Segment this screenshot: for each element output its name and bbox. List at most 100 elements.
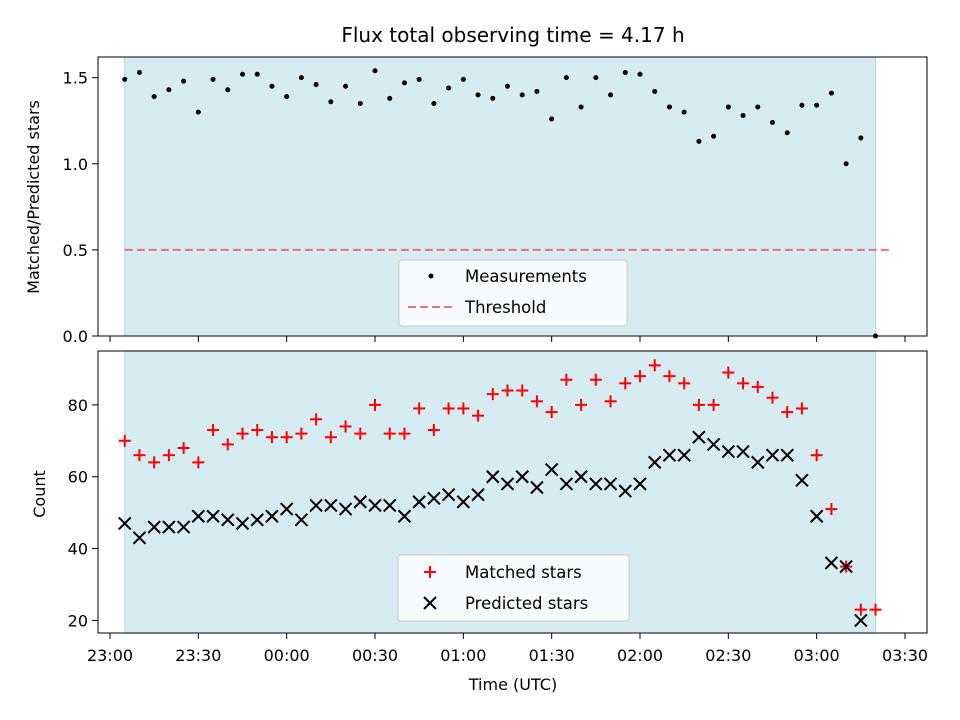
matched-stars-point: [442, 402, 455, 415]
matched-stars-point: [648, 359, 661, 372]
predicted-stars-point: [824, 556, 839, 570]
measurements-point: [210, 76, 216, 82]
chart-title: Flux total observing time = 4.17 h: [341, 23, 684, 47]
legend-matched-marker: [424, 566, 436, 578]
matched-stars-point: [457, 402, 470, 415]
measurements-point: [725, 104, 731, 110]
measurements-point: [269, 83, 275, 89]
measurements-point: [534, 88, 540, 94]
matched-stars-point: [265, 431, 278, 444]
predicted-stars-point: [176, 520, 191, 534]
matched-stars-point: [133, 449, 146, 462]
predicted-stars-point: [294, 513, 309, 527]
predicted-stars-point: [279, 502, 294, 516]
predicted-stars-point: [780, 448, 794, 462]
measurements-point: [652, 88, 658, 94]
count-panel-ylabel: Count: [30, 470, 49, 518]
predicted-stars-point: [795, 473, 809, 488]
matched-stars-point: [280, 431, 293, 444]
matched-stars-point: [737, 377, 750, 390]
measurements-point: [563, 75, 569, 81]
ratio-panel-frame: [97, 56, 928, 337]
matched-stars-point: [854, 603, 867, 616]
measurements-point: [505, 83, 510, 89]
matched-stars-point: [383, 427, 396, 440]
matched-stars-point: [324, 431, 337, 444]
measurements-point: [460, 76, 466, 82]
predicted-stars-point: [221, 513, 235, 527]
measurements-point: [578, 104, 584, 110]
matched-stars-point: [339, 420, 352, 433]
measurements-point: [637, 71, 643, 77]
predicted-stars-point: [368, 498, 382, 513]
legend-threshold-label: Threshold: [464, 298, 546, 317]
matched-stars-point: [177, 441, 190, 454]
matched-stars-point: [354, 427, 367, 440]
x-tick-label: 00:00: [264, 646, 310, 665]
predicted-stars-point: [500, 477, 515, 491]
measurements-point: [328, 99, 334, 105]
matched-stars-point: [795, 402, 808, 415]
measurements-point: [696, 138, 702, 144]
matched-stars-point: [560, 373, 573, 386]
matched-stars-point: [545, 406, 558, 419]
measurements-point: [122, 76, 128, 82]
matched-stars-point: [486, 388, 499, 401]
measurements-point: [181, 78, 187, 84]
legend-frame: [398, 259, 628, 327]
measurements-point: [298, 75, 304, 81]
y-tick-label: 1.5: [63, 69, 88, 88]
predicted-stars-point: [132, 531, 147, 545]
predicted-stars-point: [736, 444, 750, 459]
predicted-stars-point: [751, 455, 765, 470]
measurements-point: [446, 85, 452, 91]
x-tick-label: 23:00: [87, 646, 133, 665]
predicted-stars-point: [147, 520, 161, 534]
measurements-point: [784, 130, 790, 136]
predicted-stars-point: [456, 495, 471, 509]
predicted-stars-point: [515, 470, 529, 484]
matched-stars-point: [722, 366, 735, 379]
matched-stars-point: [251, 424, 264, 437]
y-tick-label: 60: [68, 468, 88, 487]
predicted-stars-point: [721, 444, 736, 459]
matched-stars-point: [413, 402, 426, 415]
matched-stars-point: [530, 395, 543, 408]
measurements-point: [755, 104, 761, 110]
matched-stars-point: [207, 424, 220, 437]
matched-stars-point: [766, 391, 779, 404]
measurements-point: [490, 95, 496, 101]
measurements-point: [681, 109, 687, 115]
measurements-point: [136, 70, 142, 75]
predicted-stars-point: [544, 462, 559, 477]
matched-stars-point: [869, 603, 882, 616]
predicted-stars-point: [692, 430, 706, 444]
legend-predicted-label: Predicted stars: [465, 594, 588, 613]
measurements-point: [254, 71, 260, 77]
matched-stars-point: [501, 384, 514, 397]
matched-stars-point: [516, 384, 529, 397]
y-tick-label: 0.5: [63, 241, 88, 260]
measurements-point: [372, 68, 378, 74]
predicted-stars-point: [383, 498, 397, 513]
predicted-stars-point: [559, 477, 574, 491]
predicted-stars-point: [677, 448, 691, 462]
predicted-stars-point: [250, 513, 264, 527]
predicted-stars-point: [765, 448, 780, 462]
x-tick-label: 03:00: [794, 646, 840, 665]
measurements-point: [416, 76, 422, 82]
matched-stars-point: [118, 434, 131, 447]
legend-measurements-marker: [428, 273, 434, 279]
matched-stars-point: [707, 398, 720, 411]
measurements-point: [622, 70, 628, 75]
measurements-point: [151, 94, 157, 100]
matched-stars-point: [589, 373, 602, 386]
predicted-stars-point: [633, 477, 647, 491]
matched-stars-point: [604, 395, 617, 408]
measurements-point: [608, 92, 614, 98]
predicted-stars-point: [353, 495, 367, 509]
count-panel-frame: [97, 350, 928, 634]
matched-stars-point: [634, 370, 646, 383]
measurements-point: [401, 80, 407, 86]
